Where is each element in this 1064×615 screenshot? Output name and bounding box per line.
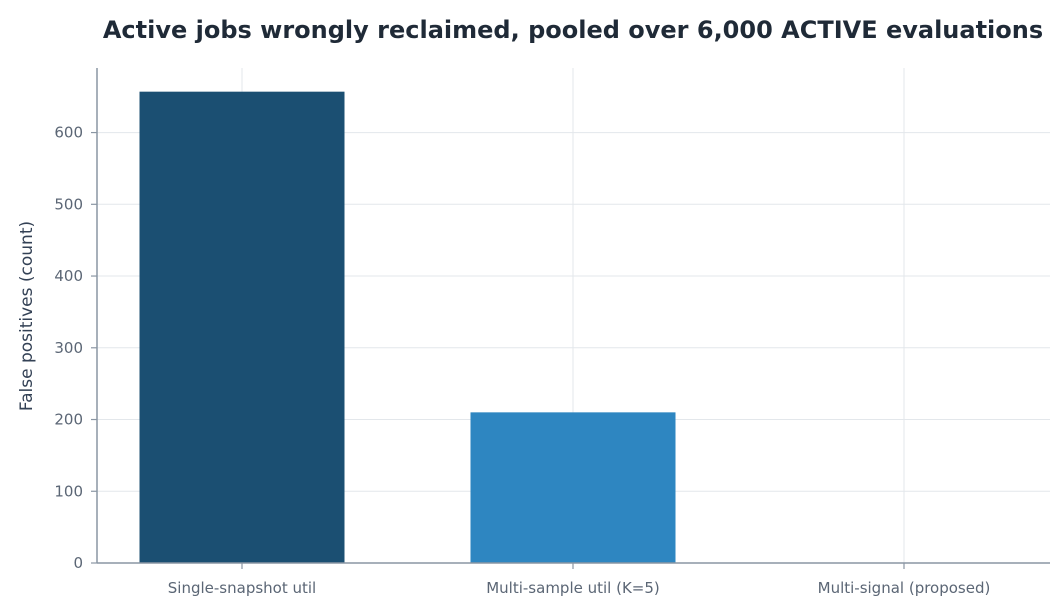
y-axis-label: False positives (count): [17, 221, 37, 411]
bar: [139, 91, 345, 563]
y-tick-label: 200: [54, 411, 83, 429]
bar: [470, 412, 676, 563]
y-tick-label: 400: [54, 267, 83, 285]
y-tick-label: 500: [54, 195, 83, 213]
chart-title: Active jobs wrongly reclaimed, pooled ov…: [103, 16, 1043, 44]
x-tick-label: Single-snapshot util: [168, 579, 316, 597]
tick-labels: 0 100 200 300 400 500 600 Single-snapshot util M…: [54, 124, 990, 597]
bars: [139, 91, 676, 563]
y-tick-label: 100: [54, 482, 83, 500]
y-tick-label: 600: [54, 124, 83, 142]
axes: [91, 68, 1050, 569]
x-tick-label: Multi-signal (proposed): [818, 579, 991, 597]
y-tick-label: 0: [73, 554, 83, 572]
x-tick-label: Multi-sample util (K=5): [486, 579, 660, 597]
y-tick-label: 300: [54, 339, 83, 357]
